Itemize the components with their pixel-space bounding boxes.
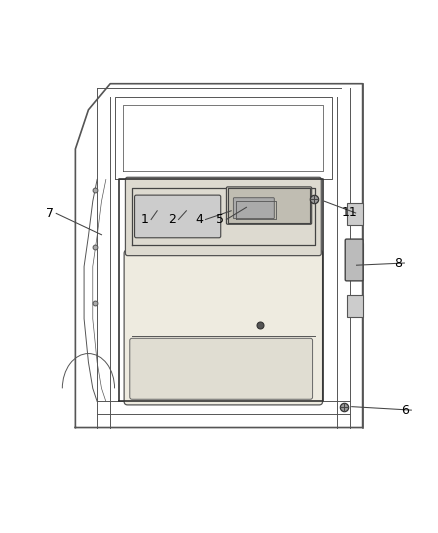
Bar <box>347 295 363 317</box>
FancyBboxPatch shape <box>226 187 312 224</box>
Text: 5: 5 <box>216 213 224 226</box>
Text: 4: 4 <box>195 213 203 226</box>
Text: 11: 11 <box>342 206 357 220</box>
Text: 7: 7 <box>46 207 54 220</box>
Bar <box>347 243 363 264</box>
FancyBboxPatch shape <box>130 338 313 399</box>
FancyBboxPatch shape <box>134 195 221 238</box>
Text: 8: 8 <box>394 256 403 270</box>
Text: 1: 1 <box>141 213 149 226</box>
FancyBboxPatch shape <box>233 198 274 219</box>
Text: 2: 2 <box>169 213 177 226</box>
Bar <box>347 204 363 225</box>
Text: 6: 6 <box>401 403 409 417</box>
FancyBboxPatch shape <box>125 177 321 256</box>
FancyBboxPatch shape <box>345 239 363 281</box>
FancyBboxPatch shape <box>124 250 322 405</box>
